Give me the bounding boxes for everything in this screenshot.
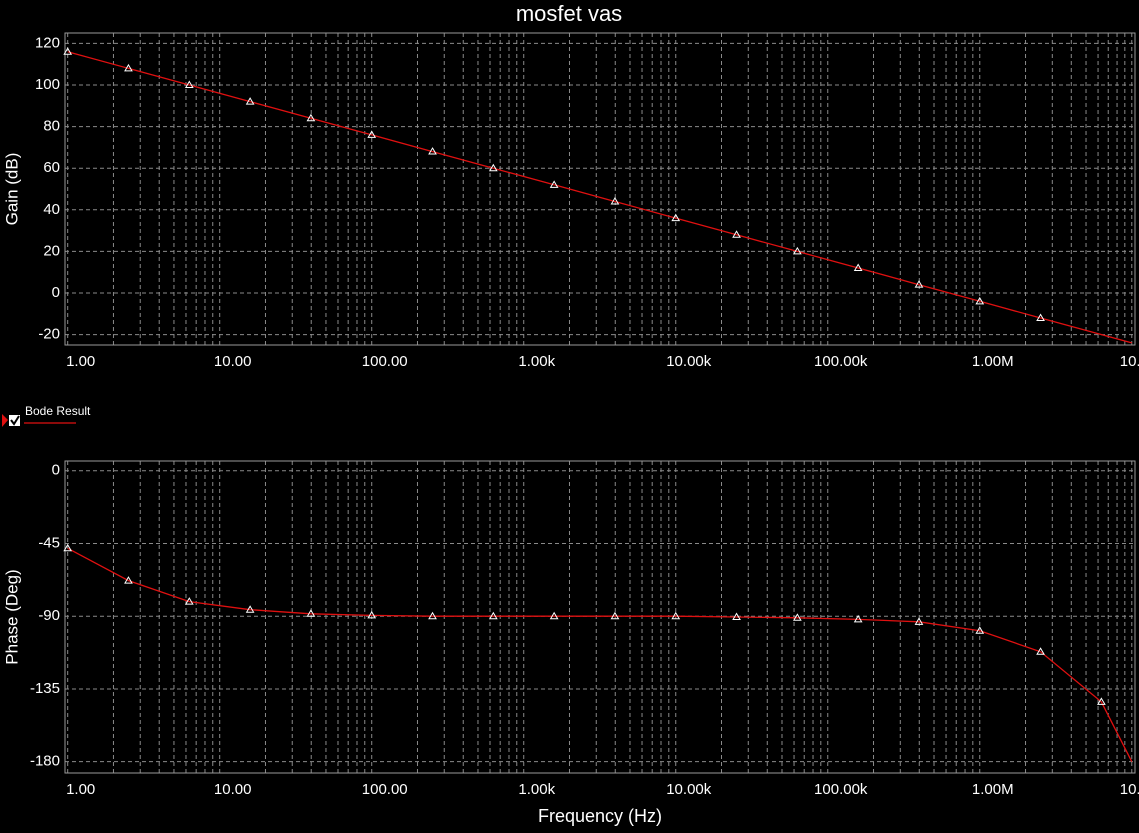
data-marker [975, 626, 985, 634]
data-marker [63, 543, 73, 552]
x-tick-label: 100.00 [362, 781, 408, 798]
x-tick-label: 1.00k [518, 353, 555, 370]
data-marker [792, 246, 802, 255]
chart-title: mosfet vas [516, 1, 622, 26]
y-axis-label: Phase (Deg) [2, 569, 21, 664]
x-tick-label: 100.00k [814, 781, 868, 798]
data-marker [306, 609, 316, 617]
y-tick-label: 0 [52, 284, 60, 301]
y-tick-label: 0 [52, 462, 60, 479]
data-marker [488, 611, 498, 620]
data-marker [184, 597, 194, 605]
x-tick-label: 10.00M [1120, 781, 1139, 798]
data-marker [792, 613, 802, 621]
data-marker [124, 576, 133, 584]
legend-checkbox[interactable] [9, 415, 20, 426]
x-tick-label: 10.00 [214, 781, 252, 798]
plot-frame [64, 460, 1136, 774]
y-tick-label: -90 [38, 607, 60, 624]
series-line [67, 547, 1133, 762]
data-marker [732, 230, 741, 238]
data-marker [853, 263, 863, 272]
data-marker [914, 280, 924, 288]
data-marker [488, 163, 498, 172]
x-axis-label: Frequency (Hz) [538, 806, 662, 826]
data-marker [245, 605, 255, 613]
x-tick-label: 10.00M [1120, 353, 1139, 370]
data-marker [1097, 697, 1106, 705]
data-marker [610, 611, 620, 620]
data-marker [732, 612, 741, 620]
x-tick-label: 10.00k [666, 781, 712, 798]
data-marker [1036, 313, 1045, 321]
series-line [67, 51, 1132, 344]
legend: Bode Result [2, 404, 91, 427]
y-tick-label: 20 [43, 242, 60, 259]
x-tick-label: 10.00k [666, 353, 712, 370]
y-tick-label: 40 [43, 201, 60, 218]
x-tick-label: 1.00 [66, 781, 95, 798]
x-tick-label: 100.00 [362, 353, 408, 370]
data-marker [549, 611, 559, 620]
data-marker [428, 611, 437, 620]
data-marker [853, 614, 863, 623]
legend-check [10, 415, 20, 426]
y-tick-label: 60 [43, 159, 60, 176]
y-tick-label: -180 [30, 753, 60, 770]
y-tick-label: -45 [38, 534, 60, 551]
data-marker [306, 113, 316, 122]
x-tick-label: 100.00k [814, 353, 868, 370]
data-marker [428, 147, 437, 155]
data-marker [367, 610, 377, 619]
legend-label[interactable]: Bode Result [25, 404, 91, 418]
y-tick-label: 80 [43, 118, 60, 135]
y-tick-label: -135 [30, 680, 60, 697]
x-tick-label: 1.00M [972, 781, 1014, 798]
data-marker [124, 63, 133, 72]
data-marker [671, 213, 681, 222]
plot-frame [64, 32, 1136, 346]
x-tick-label: 1.00M [972, 353, 1014, 370]
data-marker [975, 296, 985, 305]
x-tick-label: 10.00 [214, 353, 252, 370]
data-marker [245, 97, 255, 105]
y-tick-label: 100 [35, 76, 60, 93]
data-marker [914, 617, 924, 625]
data-marker [184, 80, 194, 88]
y-axis-label: Gain (dB) [2, 153, 21, 226]
data-marker [549, 180, 559, 188]
legend-arrow [2, 414, 8, 427]
x-tick-label: 1.00 [66, 353, 95, 370]
y-tick-label: 120 [35, 34, 60, 51]
y-tick-label: -20 [38, 326, 60, 343]
data-marker [1036, 647, 1045, 655]
x-tick-label: 1.00k [518, 781, 555, 798]
data-marker [367, 130, 377, 138]
data-marker [610, 196, 620, 205]
data-marker [671, 611, 681, 620]
data-marker [63, 47, 73, 55]
